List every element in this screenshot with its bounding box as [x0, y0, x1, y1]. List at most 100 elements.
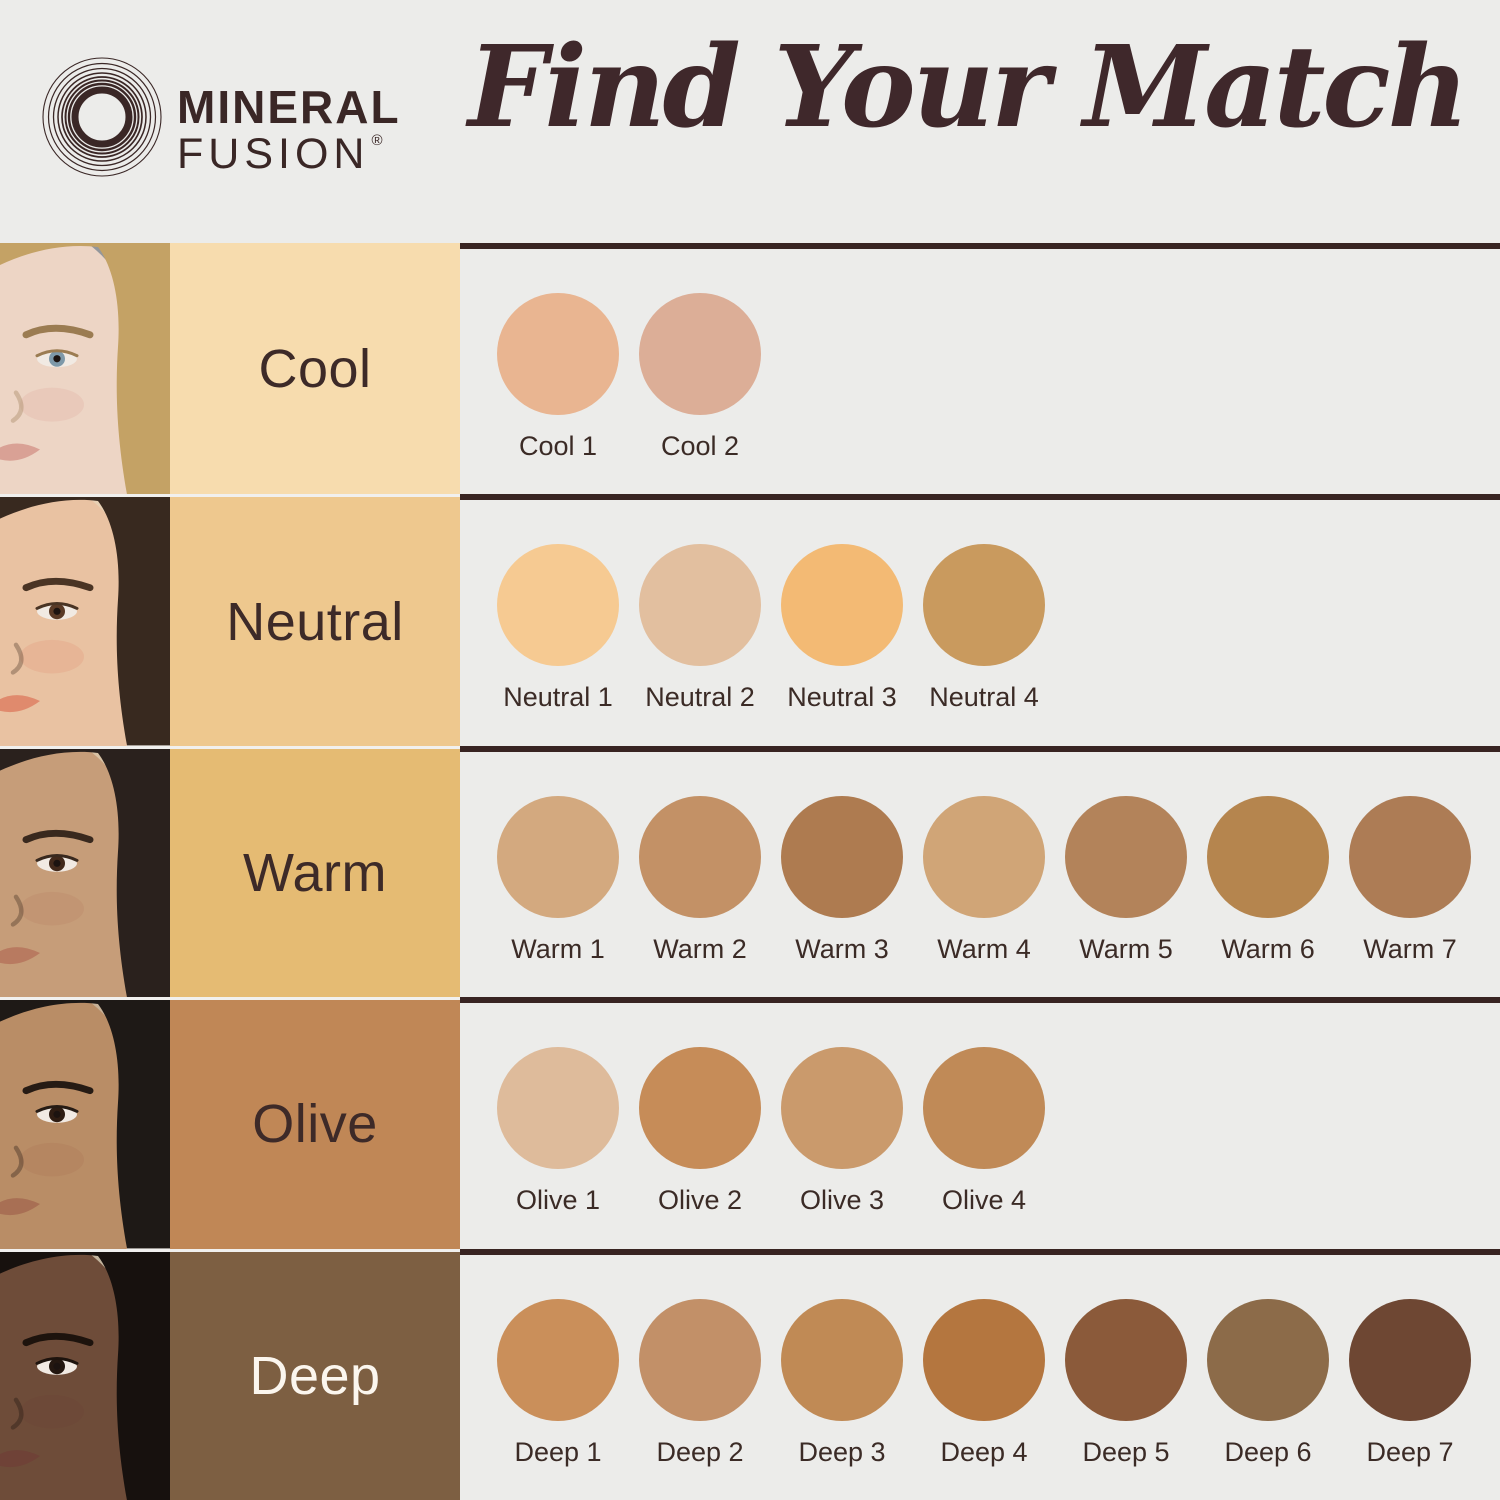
- swatch-circle: [497, 1047, 619, 1170]
- swatch-circle: [923, 1047, 1045, 1170]
- face-photo-deep: [0, 1251, 170, 1500]
- swatch-label: Warm 4: [937, 933, 1031, 964]
- nose-shadow: [10, 1145, 24, 1178]
- swatch-circle: [497, 293, 619, 415]
- swatch-circle: [639, 544, 761, 667]
- row-neutral: Neutral Neutral 1 Neutral 2 Neutral 3 Neutr…: [0, 494, 1500, 746]
- swatch-deep-5: Deep 5: [1065, 1298, 1187, 1468]
- swatch-label: Olive 3: [799, 1185, 885, 1216]
- swatch-label: Cool 1: [518, 431, 598, 461]
- swatch-circle: [1349, 795, 1471, 918]
- category-label-block-olive: Olive: [170, 1000, 460, 1249]
- swatch-label: Neutral 1: [503, 682, 613, 713]
- swatch-area-deep: Deep 1 Deep 2 Deep 3 Deep 4 Deep 5 Deep 6 Deep…: [460, 1248, 1500, 1500]
- swatch-circle: [781, 795, 903, 918]
- cheek-blush: [20, 640, 84, 674]
- swatch-warm-7: Warm 7: [1349, 795, 1471, 965]
- swatch-neutral-2: Neutral 2: [639, 544, 761, 713]
- face-skin: [0, 1251, 150, 1500]
- brand-logo-icon: [42, 57, 162, 177]
- swatch-circle: [639, 1047, 761, 1170]
- swatch-cool-1: Cool 1: [497, 293, 619, 462]
- brand-line2: FUSION: [177, 130, 370, 178]
- hair: [0, 1251, 170, 1500]
- swatch-label: Warm 7: [1363, 933, 1457, 964]
- hair: [0, 748, 170, 998]
- swatch-area-cool: Cool 1 Cool 2: [460, 243, 1500, 495]
- swatch-label: Olive 2: [657, 1185, 743, 1216]
- swatch-deep-2: Deep 2: [639, 1298, 761, 1468]
- swatch-circle: [1065, 795, 1187, 918]
- nose-shadow: [10, 1397, 24, 1430]
- swatch-warm-1: Warm 1: [497, 795, 619, 965]
- brand-line1: MINERAL: [177, 81, 401, 133]
- lips: [0, 946, 40, 964]
- swatch-circle: [497, 544, 619, 667]
- pupil: [53, 608, 61, 616]
- swatch-neutral-1: Neutral 1: [497, 544, 619, 713]
- eyelid-line: [35, 853, 79, 862]
- pupil: [53, 355, 61, 363]
- swatch-neutral-4: Neutral 4: [923, 544, 1045, 713]
- swatch-circle: [497, 795, 619, 918]
- swatch-area-warm: Warm 1 Warm 2 Warm 3 Warm 4 Warm 5 Warm 6 Warm…: [460, 745, 1500, 998]
- brand-wordmark: MINERAL FUSION ®: [177, 84, 401, 176]
- swatch-circle: [781, 544, 903, 667]
- swatch-olive-3: Olive 3: [781, 1047, 903, 1216]
- swatch-label: Deep 1: [514, 1436, 602, 1467]
- swatch-label: Neutral 2: [645, 682, 755, 713]
- eyebrow: [22, 1081, 94, 1095]
- swatch-label: Warm 2: [653, 933, 747, 964]
- page-title: Find Your Match: [468, 22, 1469, 153]
- category-label: Deep: [249, 1345, 381, 1406]
- swatch-olive-4: Olive 4: [923, 1047, 1045, 1216]
- row-warm: Warm Warm 1 Warm 2 Warm 3 Warm 4 Warm 5 Warm …: [0, 745, 1500, 998]
- swatch-label: Olive 1: [515, 1185, 601, 1216]
- category-label: Warm: [243, 843, 387, 904]
- swatch-label: Neutral 4: [929, 682, 1039, 713]
- swatch-warm-6: Warm 6: [1207, 795, 1329, 965]
- swatch-deep-1: Deep 1: [497, 1298, 619, 1468]
- swatch-label: Deep 5: [1082, 1436, 1170, 1467]
- swatch-label: Neutral 3: [787, 682, 897, 713]
- eyebrow: [22, 324, 94, 339]
- swatch-label: Deep 7: [1366, 1436, 1454, 1467]
- eyelid-line: [35, 1356, 79, 1365]
- face-photo-olive: [0, 1000, 170, 1249]
- swatch-label: Warm 1: [511, 933, 605, 964]
- row-deep: Deep Deep 1 Deep 2 Deep 3 Deep 4 Deep 5 Deep …: [0, 1248, 1500, 1500]
- eyebrow: [22, 578, 94, 592]
- swatch-deep-3: Deep 3: [781, 1298, 903, 1468]
- swatch-deep-7: Deep 7: [1349, 1298, 1471, 1468]
- swatch-circle: [639, 795, 761, 918]
- category-label: Olive: [252, 1094, 378, 1155]
- lips: [0, 1198, 40, 1216]
- registered-trademark: ®: [371, 132, 388, 149]
- swatch-label: Deep 2: [656, 1436, 744, 1467]
- row-olive: Olive Olive 1 Olive 2 Olive 3 Olive 4: [0, 997, 1500, 1249]
- swatch-label: Deep 6: [1224, 1436, 1312, 1467]
- category-label: Neutral: [226, 591, 404, 652]
- swatch-label: Warm 5: [1079, 933, 1173, 964]
- hair: [0, 497, 170, 746]
- face-photo-warm: [0, 748, 170, 998]
- swatch-circle: [781, 1298, 903, 1421]
- swatch-circle: [1349, 1298, 1471, 1421]
- swatch-warm-4: Warm 4: [923, 795, 1045, 965]
- swatch-label: Cool 2: [660, 431, 740, 461]
- nose-shadow: [10, 894, 24, 927]
- swatch-circle: [781, 1047, 903, 1170]
- pupil: [53, 1111, 61, 1119]
- nose-shadow: [10, 390, 24, 423]
- lips: [0, 443, 40, 461]
- cheek-blush: [20, 1394, 84, 1429]
- face-photo-neutral: [0, 497, 170, 746]
- face-skin: [0, 243, 150, 495]
- swatch-deep-6: Deep 6: [1207, 1298, 1329, 1468]
- swatch-label: Olive 4: [941, 1185, 1027, 1216]
- row-cool: Cool Cool 1 Cool 2: [0, 243, 1500, 495]
- lips: [0, 1449, 40, 1467]
- cheek-blush: [20, 1143, 84, 1177]
- swatch-area-olive: Olive 1 Olive 2 Olive 3 Olive 4: [460, 997, 1500, 1249]
